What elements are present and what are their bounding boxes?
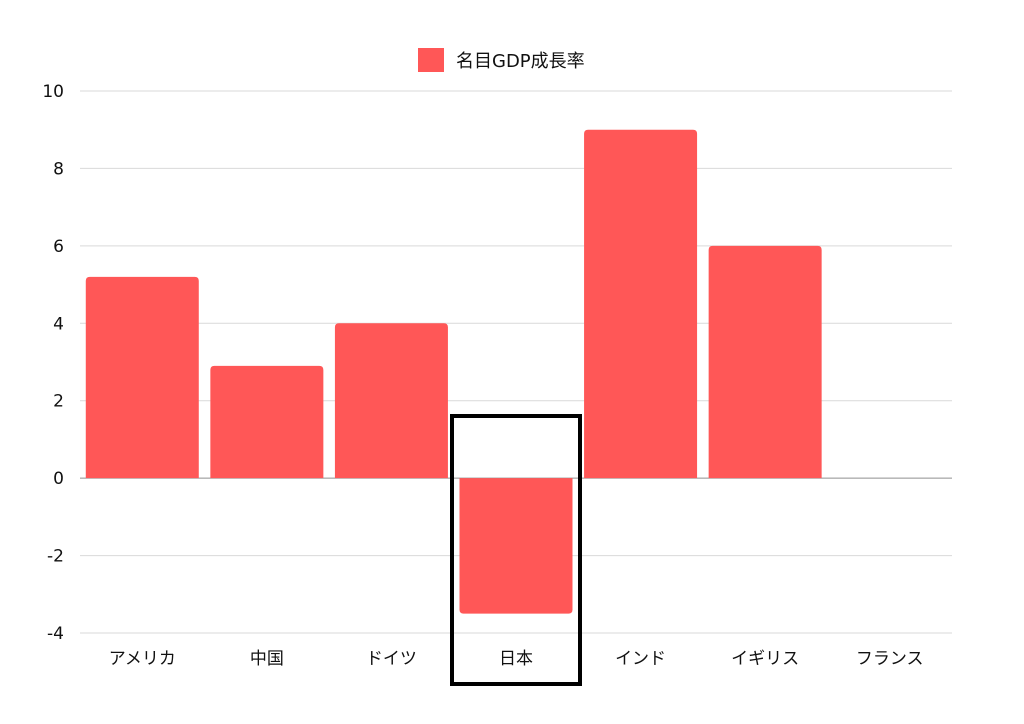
x-tick-label: 中国	[250, 649, 284, 669]
bar	[459, 478, 573, 614]
x-tick-label: ドイツ	[366, 649, 417, 669]
x-tick-label: アメリカ	[109, 649, 176, 669]
highlight-rect	[450, 414, 582, 686]
legend-swatch	[418, 48, 444, 72]
y-tick-label: 6	[53, 237, 64, 257]
bar	[708, 245, 822, 479]
bar	[85, 276, 199, 479]
y-tick-label: -2	[47, 547, 64, 567]
highlight-box	[450, 414, 582, 686]
x-axis: アメリカ 中国 ドイツ 日本 インド イギリス フランス	[109, 649, 924, 669]
y-tick-label: 0	[53, 469, 64, 489]
y-tick-label: 8	[53, 159, 64, 179]
x-tick-label: フランス	[856, 649, 924, 669]
bar	[210, 365, 324, 479]
legend-label: 名目GDP成長率	[456, 51, 585, 72]
bar	[584, 129, 698, 479]
y-tick-label: -4	[47, 624, 64, 644]
x-tick-label: 日本	[499, 649, 533, 669]
y-tick-label: 2	[53, 392, 64, 412]
bar	[334, 323, 448, 479]
y-tick-label: 4	[53, 314, 64, 334]
y-axis: 10 8 6 4 2 0 -2 -4	[42, 82, 64, 644]
y-tick-label: 10	[42, 82, 64, 102]
x-tick-label: インド	[615, 649, 666, 669]
legend: 名目GDP成長率	[418, 48, 585, 72]
x-tick-label: イギリス	[731, 649, 799, 669]
bars	[85, 129, 822, 614]
